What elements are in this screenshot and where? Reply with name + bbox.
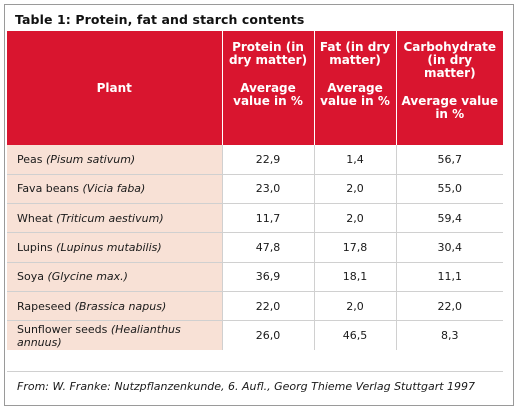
- plant-name: Sunflower seeds: [17, 322, 108, 336]
- table-row: Peas (Pisum sativum) 22,9 1,4 56,7: [7, 145, 503, 175]
- plant-latin: (Vicia faba): [82, 182, 146, 196]
- fat-cell: 17,8: [313, 232, 396, 263]
- plant-cell: Rapeseed (Brassica napus): [7, 290, 222, 321]
- header-protein-label: Protein (in dry matter): [228, 40, 308, 67]
- protein-cell: 22,0: [221, 290, 314, 321]
- source-citation: From: W. Franke: Nutzpflanzenkunde, 6. A…: [17, 380, 476, 393]
- protein-cell: 47,8: [221, 232, 314, 263]
- header-protein-avg: Average value in %: [233, 81, 303, 108]
- plant-latin: (Brassica napus): [74, 299, 167, 313]
- protein-cell: 23,0: [221, 173, 314, 204]
- carbohydrate-cell: 22,0: [395, 290, 503, 321]
- header-carbohydrate-label: Carbohydrate (in dry matter): [403, 40, 496, 80]
- table-row: Lupins (Lupinus mutabilis) 47,8 17,8 30,…: [7, 232, 503, 263]
- fat-cell: 1,4: [313, 145, 396, 175]
- fat-cell: 2,0: [313, 203, 396, 233]
- protein-cell: 22,9: [221, 145, 314, 175]
- plant-latin: (Triticum aestivum): [56, 211, 164, 225]
- header-fat-label: Fat (in dry matter): [319, 40, 391, 67]
- plant-cell: Fava beans (Vicia faba): [7, 173, 222, 204]
- nutrient-table: Plant Protein (in dry matter) Average va…: [7, 31, 503, 351]
- plant-latin: (Glycine max.): [47, 270, 128, 284]
- fat-cell: 2,0: [313, 173, 396, 204]
- plant-name: Soya: [17, 270, 44, 284]
- header-fat-avg: Average value in %: [320, 81, 390, 108]
- plant-cell: Soya (Glycine max.): [7, 261, 222, 292]
- table-row: Wheat (Triticum aestivum) 11,7 2,0 59,4: [7, 203, 503, 233]
- protein-cell: 11,7: [221, 203, 314, 233]
- plant-name: Peas: [17, 152, 43, 166]
- plant-latin: (Healianthus annuus): [17, 322, 181, 349]
- plant-name: Lupins: [17, 241, 53, 255]
- header-plant: Plant: [7, 31, 222, 145]
- fat-cell: 46,5: [313, 320, 396, 351]
- plant-name: Wheat: [17, 211, 53, 225]
- plant-name: Rapeseed: [17, 299, 72, 313]
- plant-cell: Peas (Pisum sativum): [7, 145, 222, 175]
- header-fat: Fat (in dry matter) Average value in %: [313, 31, 396, 145]
- header-carbohydrate: Carbohydrate (in dry matter) Average val…: [395, 31, 503, 145]
- plant-cell: Sunflower seeds (Healianthus annuus): [7, 320, 222, 351]
- fat-cell: 2,0: [313, 290, 396, 321]
- plant-latin: (Lupinus mutabilis): [56, 241, 162, 255]
- carbohydrate-cell: 56,7: [395, 145, 503, 175]
- header-row: Plant Protein (in dry matter) Average va…: [7, 31, 503, 145]
- table-row: Rapeseed (Brassica napus) 22,0 2,0 22,0: [7, 290, 503, 321]
- carbohydrate-cell: 11,1: [395, 261, 503, 292]
- table-row: Fava beans (Vicia faba) 23,0 2,0 55,0: [7, 173, 503, 204]
- plant-cell: Wheat (Triticum aestivum): [7, 203, 222, 233]
- plant-name: Fava beans: [17, 182, 79, 196]
- carbohydrate-cell: 30,4: [395, 232, 503, 263]
- header-carbohydrate-avg: Average value in %: [401, 94, 498, 121]
- carbohydrate-cell: 8,3: [395, 320, 503, 351]
- header-protein: Protein (in dry matter) Average value in…: [221, 31, 314, 145]
- carbohydrate-cell: 59,4: [395, 203, 503, 233]
- table-row: Soya (Glycine max.) 36,9 18,1 11,1: [7, 261, 503, 292]
- source-footer: From: W. Franke: Nutzpflanzenkunde, 6. A…: [7, 371, 503, 393]
- protein-cell: 36,9: [221, 261, 314, 292]
- carbohydrate-cell: 55,0: [395, 173, 503, 204]
- fat-cell: 18,1: [313, 261, 396, 292]
- table-row: Sunflower seeds (Healianthus annuus) 26,…: [7, 320, 503, 351]
- plant-latin: (Pisum sativum): [45, 152, 136, 166]
- plant-cell: Lupins (Lupinus mutabilis): [7, 232, 222, 263]
- table-caption: Table 1: Protein, fat and starch content…: [15, 12, 305, 27]
- protein-cell: 26,0: [221, 320, 314, 351]
